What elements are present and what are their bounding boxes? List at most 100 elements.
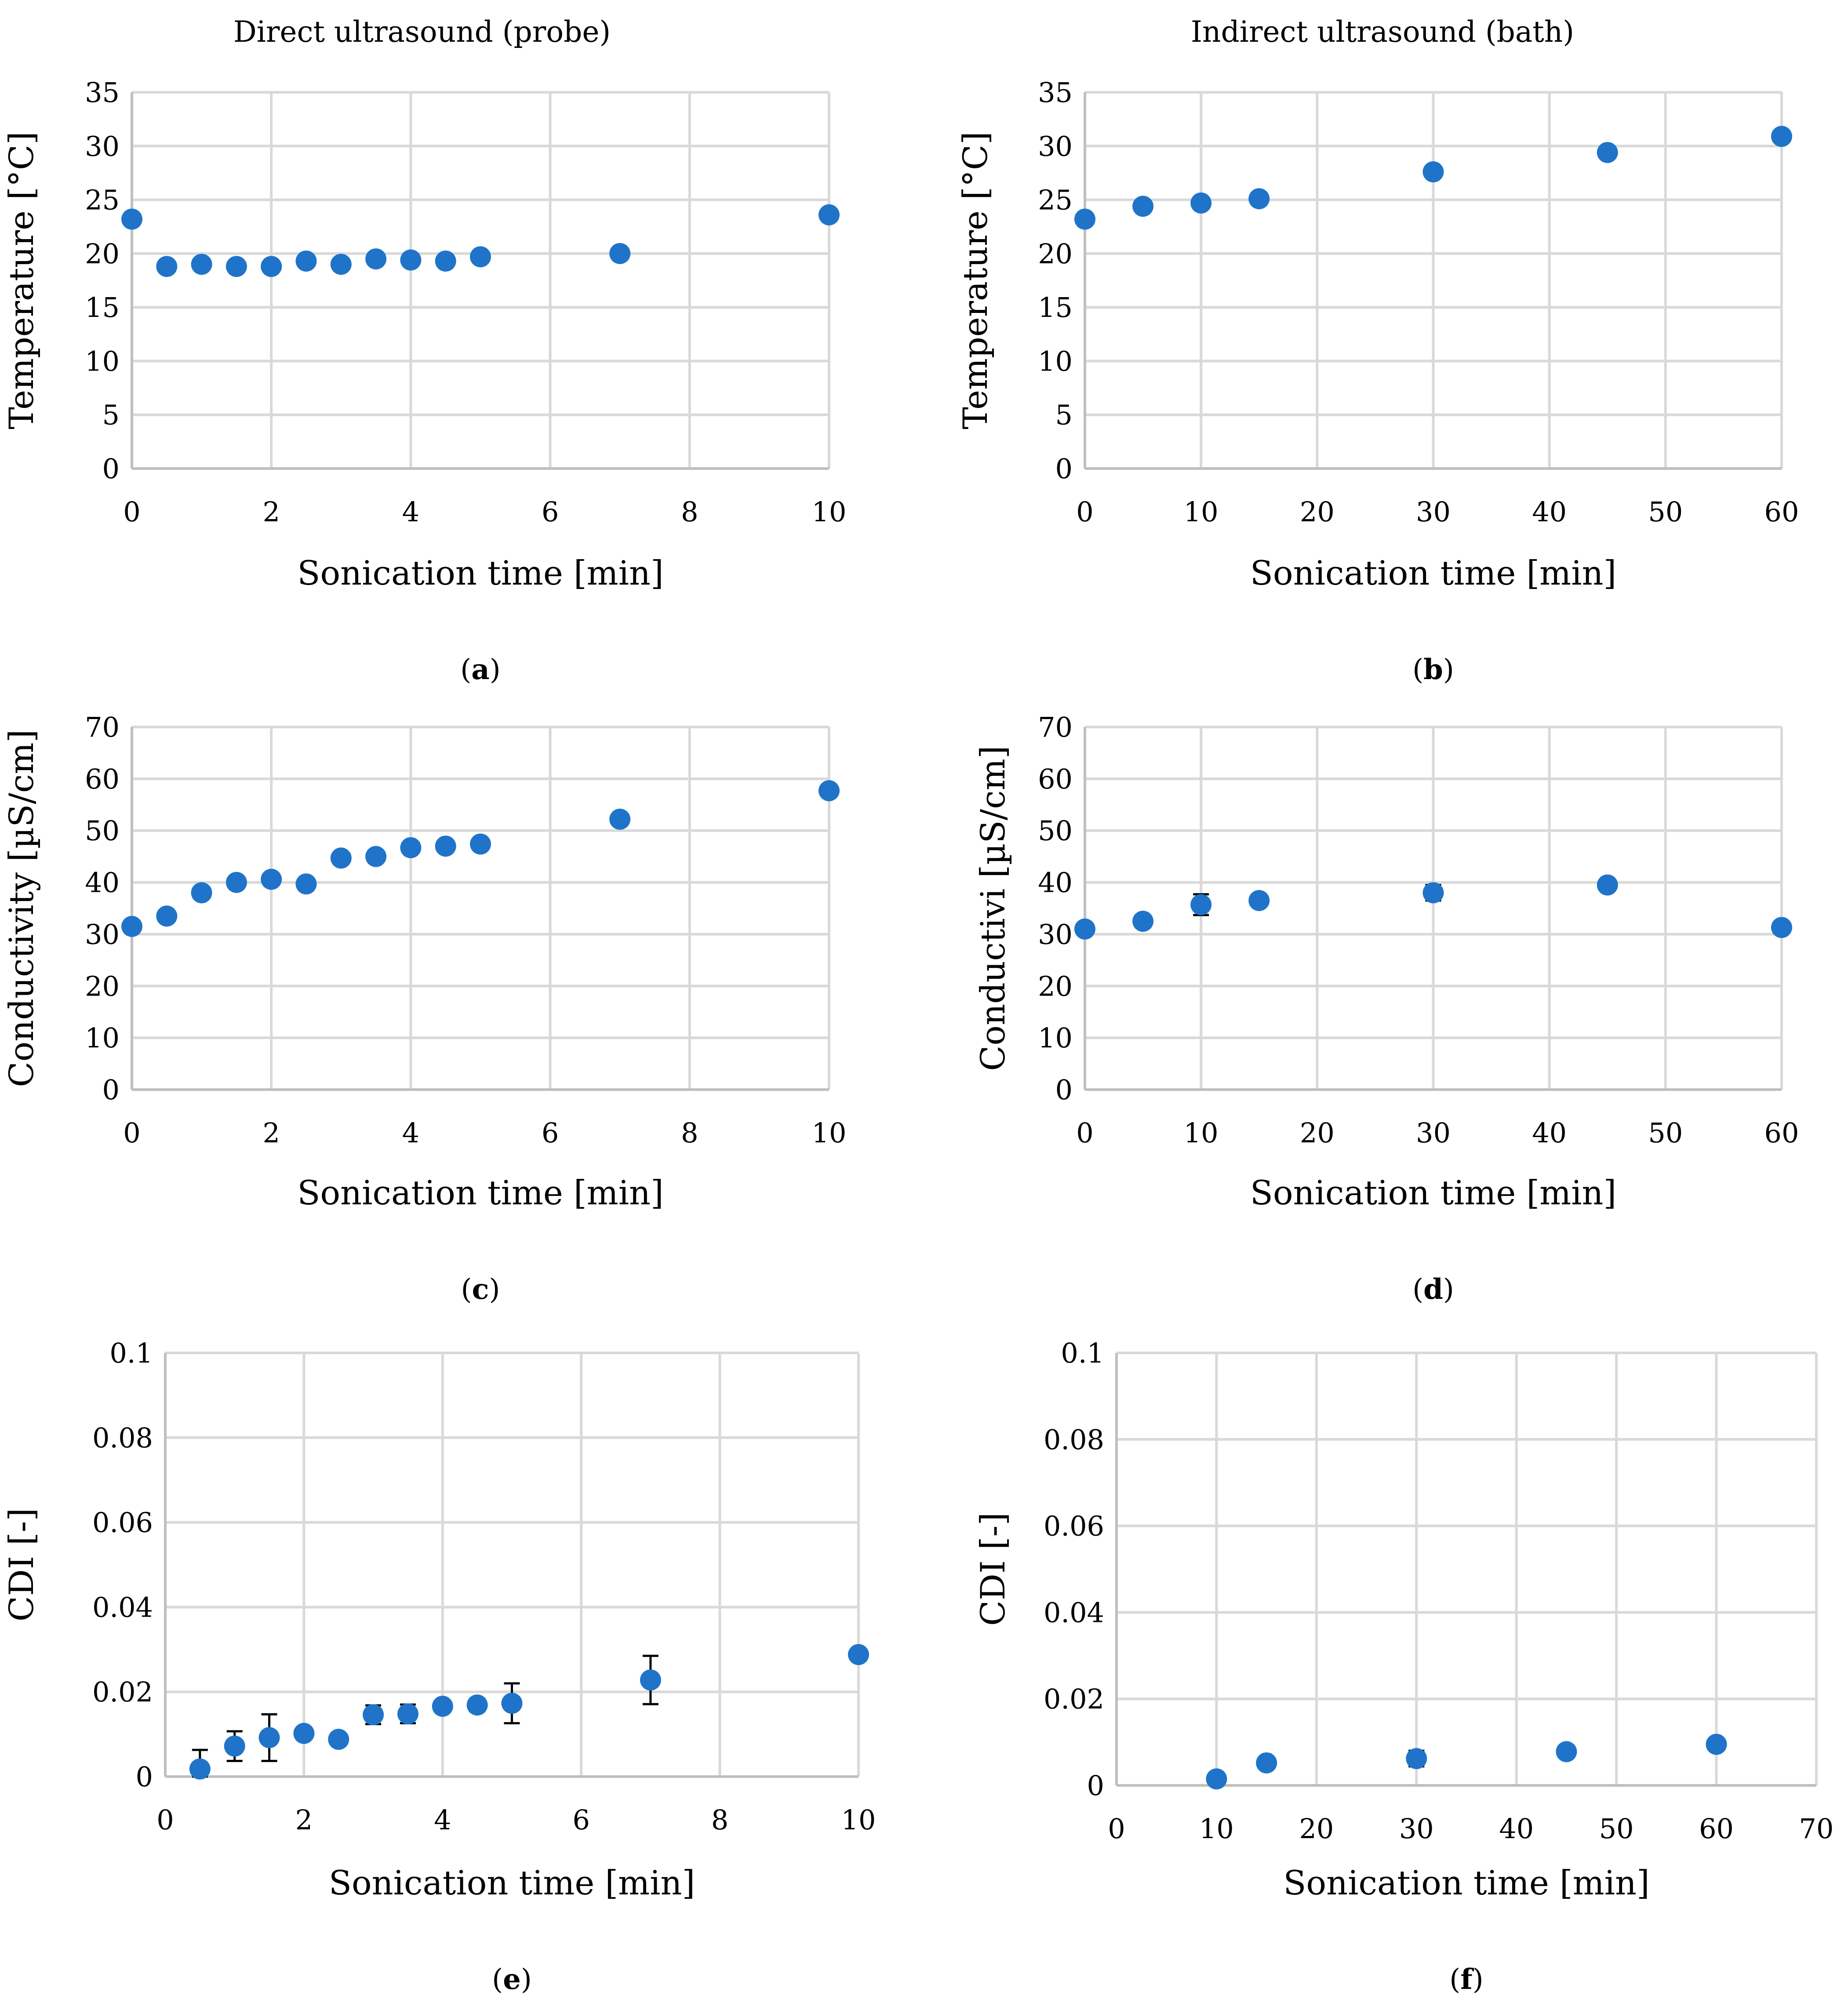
chart-b: 0 5 10 15 20 25 30 35 0 10 20 30 40 50 60 Sonication ti… <box>956 76 1799 686</box>
x-axis-label: Sonication time [min] <box>329 1863 695 1902</box>
x-tick-label: 8 <box>711 1804 728 1836</box>
y-tick-label: 0 <box>102 1074 120 1106</box>
x-tick-label: 0 <box>1076 496 1093 528</box>
y-tick-label: 5 <box>1055 399 1073 431</box>
y-tick-label: 5 <box>102 399 120 431</box>
data-point <box>400 249 422 271</box>
data-point <box>328 1729 349 1750</box>
y-tick-label: 0.02 <box>92 1676 153 1708</box>
data-point <box>819 780 840 801</box>
y-tick-label: 30 <box>85 130 120 162</box>
data-point <box>189 1758 211 1780</box>
chart-c: 0 10 20 30 40 50 60 70 0 2 4 6 8 10 Sonication time [m… <box>2 711 846 1306</box>
panel-letter: c <box>472 1273 489 1306</box>
data-point <box>191 254 212 275</box>
y-tick-label: 50 <box>85 815 120 847</box>
y-tick-label: 0.04 <box>1044 1596 1104 1628</box>
data-point <box>330 254 352 275</box>
panel-letter: f <box>1460 1963 1474 1996</box>
y-tick-label: 20 <box>85 238 120 270</box>
x-tick-label: 6 <box>542 1117 559 1149</box>
data-point <box>1597 874 1618 896</box>
x-tick-label: 50 <box>1599 1813 1634 1845</box>
x-tick-label: 8 <box>681 496 698 528</box>
x-axis-label: Sonication time [min] <box>297 1173 663 1212</box>
y-tick-label: 0 <box>136 1761 153 1793</box>
data-point <box>295 250 317 272</box>
data-point <box>261 256 282 277</box>
x-axis-label: Sonication time [min] <box>1283 1863 1649 1902</box>
y-tick-label: 60 <box>85 763 120 795</box>
y-axis-label: Temperature [°C] <box>956 131 995 429</box>
x-tick-label: 30 <box>1416 1117 1451 1149</box>
x-tick-label: 50 <box>1648 496 1683 528</box>
data-point <box>1597 142 1618 163</box>
y-tick-label: 0.1 <box>1061 1337 1104 1369</box>
data-point <box>640 1669 661 1691</box>
y-tick-label: 0.1 <box>109 1337 153 1369</box>
y-axis-label: CDI [-] <box>2 1508 41 1621</box>
y-tick-label: 40 <box>1038 867 1073 899</box>
data-point <box>1132 910 1154 932</box>
y-tick-label: 0 <box>1055 1074 1073 1106</box>
x-tick-label: 10 <box>812 1117 847 1149</box>
y-tick-label: 20 <box>1038 970 1073 1002</box>
x-tick-label: 4 <box>402 1117 419 1149</box>
x-tick-label: 20 <box>1299 1813 1334 1845</box>
data-point <box>156 256 178 277</box>
data-point <box>365 846 387 867</box>
data-point <box>226 256 247 277</box>
data-point <box>258 1727 280 1748</box>
data-point <box>1422 882 1444 904</box>
y-tick-label: 30 <box>1038 130 1073 162</box>
data-point <box>1074 918 1095 940</box>
y-tick-label: 0.02 <box>1044 1683 1104 1715</box>
x-tick-label: 20 <box>1300 1117 1335 1149</box>
data-point <box>1771 126 1792 147</box>
panel-label-b: (b) <box>1412 653 1454 686</box>
y-tick-label: 10 <box>85 345 120 377</box>
y-axis-label: CDI [-] <box>973 1512 1012 1626</box>
column-title-right: Indirect ultrasound (bath) <box>1191 15 1574 49</box>
data-point <box>466 1694 488 1716</box>
y-tick-label: 40 <box>85 867 120 899</box>
y-tick-label: 0 <box>1087 1770 1104 1802</box>
x-tick-label: 0 <box>1076 1117 1093 1149</box>
y-tick-label: 35 <box>85 76 120 109</box>
data-point <box>435 250 456 272</box>
data-point <box>121 916 142 937</box>
y-axis-label: Conductivity [µS/cm] <box>2 730 41 1087</box>
chart-e: 0 0.02 0.04 0.06 0.08 0.1 0 2 4 6 8 10 Sonication ti… <box>2 1337 876 1996</box>
y-tick-label: 0.04 <box>92 1591 153 1623</box>
panel-label-f: (f) <box>1449 1963 1483 1996</box>
y-tick-label: 70 <box>1038 711 1073 743</box>
data-point <box>1406 1748 1427 1769</box>
data-point <box>397 1703 418 1725</box>
panel-letter: b <box>1423 653 1443 686</box>
x-tick-label: 4 <box>402 496 419 528</box>
x-tick-label: 30 <box>1416 496 1451 528</box>
data-point <box>293 1723 315 1744</box>
data-point <box>330 847 352 869</box>
y-tick-label: 25 <box>85 184 120 216</box>
y-tick-label: 15 <box>85 291 120 323</box>
x-tick-label: 2 <box>262 496 280 528</box>
x-tick-label: 60 <box>1699 1813 1734 1845</box>
data-point <box>1556 1741 1577 1763</box>
y-tick-label: 0 <box>102 453 120 485</box>
data-point <box>226 872 247 893</box>
x-tick-label: 0 <box>123 1117 140 1149</box>
data-point <box>363 1704 384 1726</box>
chart-panels: 0 5 10 15 20 25 30 35 0 2 4 6 8 10 Sonication time [mi… <box>2 76 1833 1996</box>
data-point <box>848 1644 869 1665</box>
data-point <box>1132 196 1154 217</box>
data-point <box>1706 1734 1727 1755</box>
panel-letter: d <box>1423 1273 1443 1306</box>
data-point <box>295 873 317 895</box>
chart-f: 0 0.02 0.04 0.06 0.08 0.1 0 10 20 30 40 50 60 70 Sonic… <box>973 1337 1833 1996</box>
y-tick-label: 0 <box>1055 453 1073 485</box>
x-axis-label: Sonication time [min] <box>1250 553 1616 592</box>
data-point <box>156 905 178 927</box>
x-tick-label: 60 <box>1764 496 1799 528</box>
